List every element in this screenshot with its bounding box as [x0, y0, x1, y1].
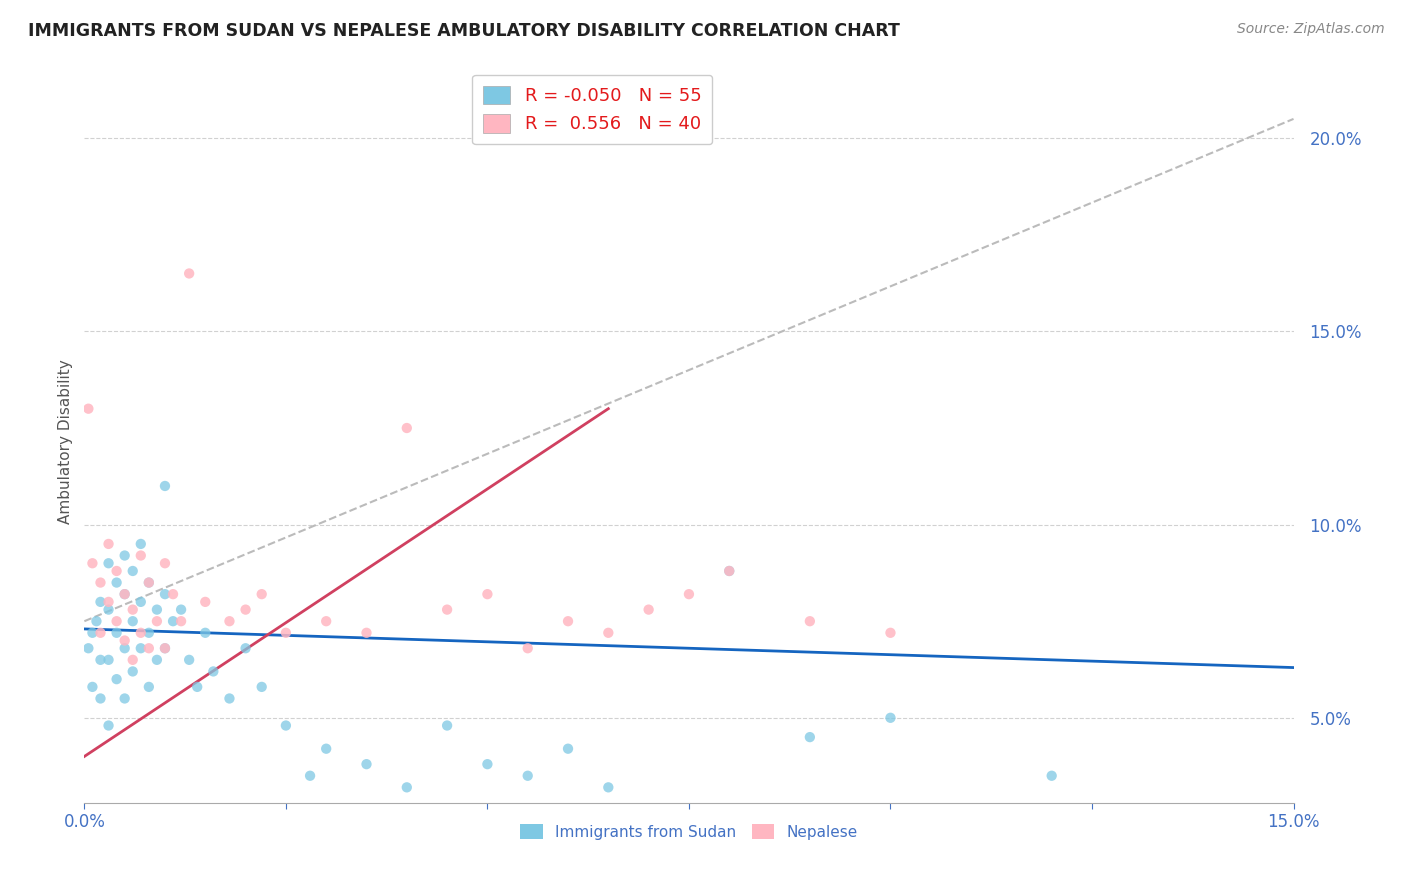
Point [153, 479, 176, 493]
Point [138, 575, 160, 590]
Point [129, 549, 152, 563]
Point [274, 718, 297, 732]
Point [202, 665, 225, 679]
Point [114, 691, 136, 706]
Point [194, 625, 217, 640]
Point [879, 711, 901, 725]
Point [97, 556, 120, 570]
Point [146, 653, 169, 667]
Point [194, 595, 217, 609]
Point [299, 769, 322, 783]
Point [89, 691, 111, 706]
Point [89, 575, 111, 590]
Point [129, 641, 152, 656]
Point [138, 575, 160, 590]
Point [477, 587, 499, 601]
Point [678, 587, 700, 601]
Point [129, 595, 152, 609]
Point [121, 614, 143, 628]
Point [105, 625, 128, 640]
Point [89, 653, 111, 667]
Point [162, 614, 184, 628]
Point [97, 718, 120, 732]
Point [146, 602, 169, 616]
Point [179, 653, 201, 667]
Point [138, 625, 160, 640]
Point [138, 680, 160, 694]
Point [218, 691, 240, 706]
Point [799, 614, 821, 628]
Point [356, 625, 378, 640]
Point [315, 741, 337, 756]
Text: Source: ZipAtlas.com: Source: ZipAtlas.com [1237, 22, 1385, 37]
Point [89, 625, 111, 640]
Point [598, 780, 620, 795]
Point [162, 587, 184, 601]
Point [82, 556, 104, 570]
Point [1040, 769, 1063, 783]
Point [105, 672, 128, 686]
Point [89, 595, 111, 609]
Point [557, 614, 579, 628]
Point [129, 537, 152, 551]
Point [170, 614, 193, 628]
Point [477, 757, 499, 772]
Point [436, 718, 458, 732]
Point [153, 556, 176, 570]
Point [114, 641, 136, 656]
Point [250, 680, 273, 694]
Point [82, 680, 104, 694]
Point [105, 614, 128, 628]
Point [82, 625, 104, 640]
Point [114, 587, 136, 601]
Point [114, 549, 136, 563]
Point [153, 641, 176, 656]
Point [598, 625, 620, 640]
Point [138, 641, 160, 656]
Point [274, 625, 297, 640]
Legend: Immigrants from Sudan, Nepalese: Immigrants from Sudan, Nepalese [513, 818, 865, 846]
Point [356, 757, 378, 772]
Point [121, 665, 143, 679]
Point [105, 564, 128, 578]
Point [105, 575, 128, 590]
Point [395, 780, 418, 795]
Point [129, 625, 152, 640]
Point [114, 633, 136, 648]
Point [799, 730, 821, 744]
Point [179, 267, 201, 281]
Point [121, 602, 143, 616]
Y-axis label: Ambulatory Disability: Ambulatory Disability [58, 359, 73, 524]
Point [557, 741, 579, 756]
Point [77, 641, 100, 656]
Point [97, 537, 120, 551]
Point [218, 614, 240, 628]
Point [235, 602, 257, 616]
Point [250, 587, 273, 601]
Point [235, 641, 257, 656]
Point [77, 401, 100, 416]
Point [879, 625, 901, 640]
Point [436, 602, 458, 616]
Text: IMMIGRANTS FROM SUDAN VS NEPALESE AMBULATORY DISABILITY CORRELATION CHART: IMMIGRANTS FROM SUDAN VS NEPALESE AMBULA… [28, 22, 900, 40]
Point [146, 614, 169, 628]
Point [121, 564, 143, 578]
Point [121, 653, 143, 667]
Point [186, 680, 208, 694]
Point [170, 602, 193, 616]
Point [153, 641, 176, 656]
Point [97, 653, 120, 667]
Point [315, 614, 337, 628]
Point [153, 587, 176, 601]
Point [395, 421, 418, 435]
Point [114, 587, 136, 601]
Point [516, 769, 538, 783]
Point [97, 602, 120, 616]
Point [516, 641, 538, 656]
Point [718, 564, 741, 578]
Point [86, 614, 108, 628]
Point [637, 602, 659, 616]
Point [97, 595, 120, 609]
Point [718, 564, 741, 578]
